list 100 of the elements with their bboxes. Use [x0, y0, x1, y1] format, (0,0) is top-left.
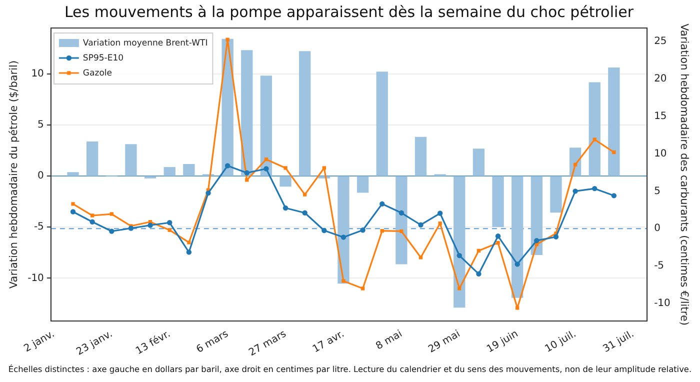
bar — [414, 136, 427, 176]
point — [495, 234, 501, 239]
point — [302, 210, 308, 216]
point — [572, 188, 578, 194]
y2-tick-label: 5 — [654, 186, 660, 197]
bar — [530, 176, 542, 256]
y-axis-title: Variation hebdomadaire du pétrole ($/baril) — [8, 60, 20, 289]
point — [322, 228, 327, 234]
point — [110, 212, 114, 216]
point — [438, 222, 442, 226]
point — [226, 38, 230, 42]
x-tick-label: 31 juil. — [601, 328, 636, 355]
x-tick-label: 2 janv. — [22, 328, 56, 355]
bar — [280, 176, 292, 187]
bar — [396, 176, 408, 264]
point — [186, 250, 192, 255]
bar — [492, 176, 504, 227]
point — [167, 220, 172, 226]
point — [553, 234, 559, 240]
point — [360, 228, 366, 233]
x-tick-label: 8 mai — [374, 328, 404, 352]
chart-title: Les mouvements à la pompe apparaissent dès la semaine du choc pétrolier — [64, 2, 634, 21]
y2-tick-label: 20 — [654, 73, 667, 84]
point — [612, 150, 616, 154]
y2-tick-label: -5 — [654, 260, 664, 272]
point — [400, 229, 404, 234]
point — [282, 205, 288, 211]
point — [476, 248, 481, 253]
bar — [86, 142, 98, 176]
bar — [376, 72, 388, 176]
y2-tick-label: 25 — [654, 36, 667, 48]
point — [148, 222, 153, 228]
x-tick-label: 29 mai — [426, 328, 462, 356]
y-tick-label: -5 — [34, 222, 44, 233]
point — [206, 190, 211, 196]
point — [340, 234, 346, 240]
bar — [356, 176, 369, 193]
point — [456, 252, 462, 258]
point — [322, 166, 326, 170]
point — [128, 226, 134, 231]
y-tick-label: 5 — [38, 120, 44, 131]
legend-label: Variation moyenne Brent-WTI — [82, 38, 208, 49]
x-tick-label: 17 avr. — [311, 328, 346, 356]
bar — [512, 176, 524, 298]
point — [224, 163, 230, 168]
y-tick-label: 10 — [31, 68, 44, 80]
y2-axis-title: Variation hebdomadaire des carburants (centimes €/litre) — [678, 24, 690, 326]
point — [418, 256, 423, 260]
y-tick-label: 0 — [38, 170, 44, 182]
bar — [164, 167, 176, 176]
text: Échelles distinctes : axe gauche en dollars par baril, axe droit en centimes par litre. Lecture du calendrier et du sens des mouvements, non de leur amplitude relative. — [8, 364, 692, 374]
point — [303, 192, 307, 196]
point — [168, 228, 172, 232]
point — [458, 286, 462, 290]
point — [380, 201, 385, 207]
bar — [299, 51, 311, 176]
point — [516, 306, 520, 310]
bar — [183, 164, 195, 176]
point — [592, 186, 598, 192]
point — [476, 271, 482, 276]
bar — [472, 148, 485, 176]
bar — [454, 176, 466, 308]
point — [611, 193, 617, 198]
point — [245, 178, 249, 182]
x-tick-label: 19 juin — [485, 328, 520, 356]
y2-tick-label: 15 — [654, 110, 667, 122]
point — [398, 210, 404, 216]
point — [90, 219, 95, 224]
point — [187, 240, 191, 244]
point — [70, 209, 76, 214]
point — [264, 158, 268, 162]
point — [380, 229, 384, 233]
bar — [338, 176, 350, 284]
x-tick-label: 13 févr. — [134, 328, 172, 358]
legend-label: Gazole — [82, 68, 112, 79]
bar — [241, 50, 253, 176]
y2-tick-label: 10 — [654, 148, 667, 160]
point — [342, 279, 346, 283]
point — [109, 228, 114, 234]
y-tick-label: -10 — [28, 272, 44, 284]
bar — [550, 176, 562, 213]
point — [418, 222, 424, 228]
point — [90, 214, 94, 218]
point — [592, 138, 596, 142]
x-tick-label: 6 mars — [194, 328, 230, 356]
x-tick-label: 23 janv. — [74, 328, 114, 358]
point — [360, 286, 365, 290]
point — [284, 166, 288, 170]
point — [573, 162, 578, 166]
point — [244, 170, 250, 176]
bar — [588, 82, 600, 176]
legend-label: SP95-E10 — [82, 54, 124, 64]
point — [534, 238, 540, 244]
x-tick-label: 27 mars — [247, 328, 288, 359]
bar — [608, 67, 620, 176]
y2-tick-label: 0 — [654, 223, 660, 234]
point — [437, 210, 443, 216]
point — [71, 202, 75, 206]
point — [496, 241, 500, 245]
bar — [260, 76, 272, 176]
